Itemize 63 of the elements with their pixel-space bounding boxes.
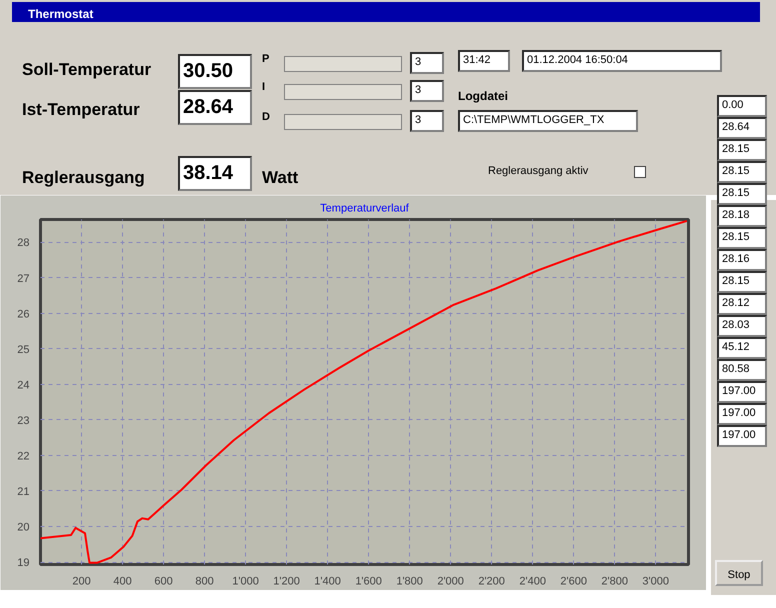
text: 28.12	[717, 293, 767, 315]
x-tick-label: 1'800	[396, 576, 423, 588]
x-tick-label: 2'000	[437, 576, 464, 588]
text: 28.16	[717, 249, 767, 271]
text: P	[262, 52, 270, 67]
y-tick-label: 26	[17, 308, 30, 320]
text: 28.64	[717, 117, 767, 139]
text: 28.15	[717, 271, 767, 293]
text: Thermostat	[28, 6, 94, 23]
y-tick-label: 28	[17, 237, 30, 250]
y-tick-label: 20	[17, 521, 30, 534]
text: Ist-Temperatur	[22, 99, 141, 121]
text: 197.00	[717, 403, 767, 425]
text: 45.12	[717, 337, 767, 359]
text: 197.00	[717, 425, 767, 447]
text: 28.15	[717, 139, 767, 161]
text: 28.18	[717, 205, 767, 227]
text: 28.64	[178, 90, 252, 125]
x-tick-label: 600	[154, 576, 173, 588]
text: Stop	[715, 560, 763, 586]
x-tick-label: 400	[113, 576, 132, 588]
text: 28.15	[717, 161, 767, 183]
text: Reglerausgang aktiv	[488, 164, 590, 179]
text: 3	[410, 80, 444, 102]
chart-title: Temperaturverlauf	[320, 202, 410, 214]
y-tick-label: 25	[17, 344, 30, 356]
y-tick-label: 27	[17, 272, 30, 285]
text: 28.15	[717, 227, 767, 249]
text: 28.15	[717, 183, 767, 205]
x-tick-label: 1'400	[314, 576, 341, 588]
x-tick-label: 2'600	[560, 576, 587, 588]
y-tick-label: 24	[17, 379, 30, 392]
text: C:\TEMP\WMTLOGGER_TX	[458, 110, 638, 132]
y-tick-label: 21	[17, 486, 30, 498]
text: D	[262, 110, 271, 125]
text: 0.00	[717, 95, 767, 117]
x-tick-label: 1'000	[232, 576, 259, 588]
x-tick-label: 2'400	[519, 576, 546, 588]
text: 80.58	[717, 359, 767, 381]
y-tick-label: 19	[17, 557, 30, 570]
y-tick-label: 22	[17, 450, 30, 462]
text: 197.00	[717, 381, 767, 403]
x-tick-label: 3'000	[642, 576, 669, 588]
y-tick-label: 23	[17, 414, 30, 427]
text: 01.12.2004 16:50:04	[522, 50, 722, 72]
text: 3	[410, 52, 444, 74]
text: 30.50	[178, 54, 252, 89]
x-tick-label: 1'600	[355, 576, 382, 588]
text: I	[262, 80, 266, 95]
text: 28.03	[717, 315, 767, 337]
x-tick-label: 800	[195, 576, 214, 588]
text: Soll-Temperatur	[22, 59, 152, 81]
x-tick-label: 2'800	[601, 576, 628, 588]
x-tick-label: 200	[72, 576, 91, 588]
text: 31:42	[458, 50, 510, 72]
text: Watt	[262, 167, 300, 189]
x-tick-label: 2'200	[478, 576, 505, 588]
line-series	[40, 220, 688, 564]
text: Logdatei	[458, 88, 509, 105]
text: 38.14	[178, 156, 252, 191]
x-tick-label: 1'200	[273, 576, 300, 588]
text: Reglerausgang	[22, 167, 146, 189]
text: 3	[410, 110, 444, 132]
